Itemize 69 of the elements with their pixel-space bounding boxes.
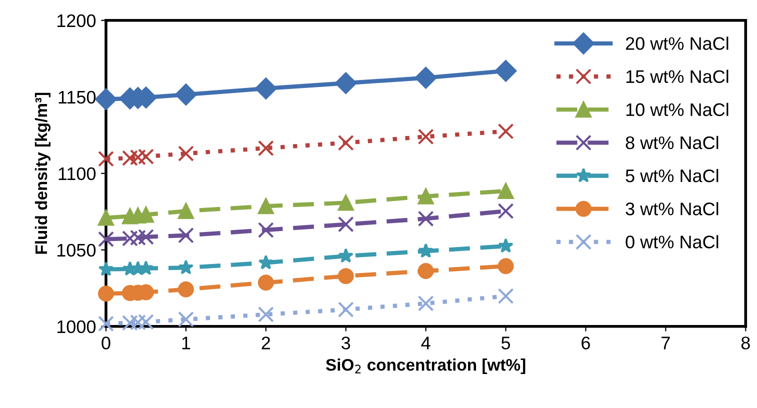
y-tick-label: 1100 — [58, 167, 96, 180]
point — [98, 210, 114, 226]
point — [178, 203, 194, 220]
point — [130, 314, 146, 330]
y-tick-label: 1150 — [58, 90, 96, 104]
point — [338, 302, 354, 318]
legend-label: 15 wt% NaCl — [626, 70, 728, 83]
point — [418, 210, 434, 227]
legend-label: 3 wt% NaCl — [626, 202, 718, 216]
point — [255, 78, 277, 100]
point — [338, 268, 354, 284]
point — [138, 260, 154, 276]
y-tick-label: 1200 — [57, 14, 96, 28]
legend-label: 5 wt% NaCl — [626, 168, 718, 182]
point — [414, 66, 437, 89]
y-axis-title: Fluid density [kg/m³] — [34, 92, 51, 254]
point — [498, 258, 514, 274]
point — [418, 188, 434, 204]
point — [338, 248, 354, 263]
point — [178, 311, 194, 328]
point — [130, 230, 146, 246]
point — [178, 227, 194, 244]
point — [258, 306, 274, 322]
point — [338, 194, 354, 211]
point — [498, 288, 514, 304]
point — [98, 261, 114, 276]
point — [418, 128, 434, 145]
x-tick-label: 6 — [582, 336, 590, 350]
point — [498, 203, 514, 220]
point — [418, 263, 434, 280]
x-tick-label: 8 — [741, 336, 750, 350]
point — [258, 198, 274, 214]
point — [258, 274, 274, 291]
point — [334, 72, 357, 94]
x-tick-label: 3 — [342, 336, 350, 350]
x-tick-label: 1 — [182, 336, 190, 350]
point — [498, 183, 514, 199]
legend-label: 20 wt% NaCl — [626, 36, 728, 50]
point — [338, 134, 354, 151]
y-tick-label: 1050 — [57, 244, 96, 257]
point — [98, 150, 114, 167]
point — [498, 238, 514, 253]
point — [130, 149, 146, 166]
point — [178, 146, 194, 162]
point — [98, 231, 114, 248]
point — [418, 295, 434, 312]
point — [98, 286, 114, 302]
legend-label: 10 wt% NaCl — [626, 102, 728, 116]
x-axis-title: SiO$_{2}$ concentration [wt%] — [326, 358, 526, 374]
point — [175, 84, 197, 106]
x-tick-label: 7 — [662, 336, 670, 350]
point — [98, 316, 114, 332]
point — [338, 216, 354, 232]
x-tick-label: 4 — [421, 336, 430, 350]
legend-label: 8 wt% NaCl — [626, 136, 718, 150]
point — [258, 222, 274, 238]
x-tick-label: 0 — [102, 336, 110, 350]
point — [418, 243, 434, 258]
point — [258, 140, 274, 156]
legend-label: 0 wt% NaCl — [626, 235, 718, 248]
x-tick-label: 5 — [501, 336, 510, 350]
point — [258, 254, 274, 270]
y-tick-label: 1000 — [57, 320, 96, 334]
point — [95, 88, 117, 110]
point — [498, 123, 514, 140]
point — [178, 260, 194, 274]
x-tick-label: 2 — [262, 336, 270, 350]
point — [178, 281, 194, 298]
point — [494, 60, 517, 82]
